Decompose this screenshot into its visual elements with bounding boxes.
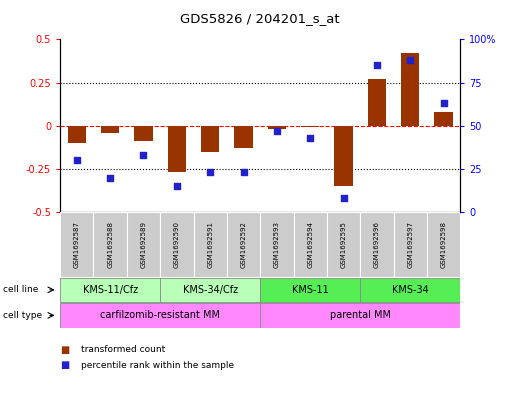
- Bar: [401, 53, 419, 126]
- Text: GSM1692587: GSM1692587: [74, 221, 80, 268]
- Bar: [394, 212, 427, 277]
- Text: GSM1692588: GSM1692588: [107, 221, 113, 268]
- Point: [373, 62, 381, 68]
- Point: [240, 169, 248, 176]
- Text: percentile rank within the sample: percentile rank within the sample: [81, 361, 234, 370]
- Bar: [268, 126, 286, 129]
- Point: [439, 100, 448, 107]
- Bar: [301, 126, 320, 127]
- Bar: [60, 277, 160, 302]
- Text: KMS-11: KMS-11: [292, 285, 328, 295]
- Bar: [260, 212, 293, 277]
- Point: [206, 169, 214, 176]
- Point: [339, 195, 348, 202]
- Text: GSM1692598: GSM1692598: [440, 221, 447, 268]
- Text: GSM1692597: GSM1692597: [407, 221, 413, 268]
- Bar: [134, 126, 153, 141]
- Text: GSM1692589: GSM1692589: [141, 221, 146, 268]
- Text: GDS5826 / 204201_s_at: GDS5826 / 204201_s_at: [180, 12, 340, 25]
- Bar: [67, 126, 86, 143]
- Bar: [168, 126, 186, 173]
- Bar: [60, 212, 94, 277]
- Bar: [227, 212, 260, 277]
- Bar: [101, 126, 119, 133]
- Point: [306, 135, 314, 141]
- Bar: [427, 212, 460, 277]
- Text: GSM1692596: GSM1692596: [374, 221, 380, 268]
- Text: GSM1692594: GSM1692594: [307, 221, 313, 268]
- Bar: [368, 79, 386, 126]
- Bar: [201, 126, 219, 152]
- Bar: [293, 212, 327, 277]
- Text: GSM1692595: GSM1692595: [340, 221, 347, 268]
- Text: KMS-34: KMS-34: [392, 285, 429, 295]
- Text: parental MM: parental MM: [329, 310, 391, 320]
- Bar: [194, 212, 227, 277]
- Bar: [94, 212, 127, 277]
- Text: cell line: cell line: [3, 285, 38, 294]
- Bar: [160, 212, 194, 277]
- Bar: [334, 126, 353, 186]
- Bar: [260, 277, 360, 302]
- Text: KMS-11/Cfz: KMS-11/Cfz: [83, 285, 138, 295]
- Bar: [60, 303, 260, 328]
- Point: [106, 174, 115, 181]
- Bar: [234, 126, 253, 148]
- Text: GSM1692591: GSM1692591: [207, 221, 213, 268]
- Text: KMS-34/Cfz: KMS-34/Cfz: [183, 285, 238, 295]
- Text: cell type: cell type: [3, 311, 42, 320]
- Bar: [435, 112, 453, 126]
- Point: [272, 128, 281, 134]
- Bar: [327, 212, 360, 277]
- Text: ■: ■: [60, 345, 70, 355]
- Text: transformed count: transformed count: [81, 345, 165, 354]
- Text: carfilzomib-resistant MM: carfilzomib-resistant MM: [100, 310, 220, 320]
- Bar: [360, 212, 393, 277]
- Text: GSM1692590: GSM1692590: [174, 221, 180, 268]
- Text: GSM1692593: GSM1692593: [274, 221, 280, 268]
- Text: ■: ■: [60, 360, 70, 371]
- Bar: [360, 277, 460, 302]
- Point: [139, 152, 147, 158]
- Point: [173, 183, 181, 189]
- Point: [406, 57, 414, 63]
- Text: GSM1692592: GSM1692592: [241, 221, 246, 268]
- Bar: [160, 277, 260, 302]
- Bar: [260, 303, 460, 328]
- Point: [73, 157, 81, 163]
- Bar: [127, 212, 160, 277]
